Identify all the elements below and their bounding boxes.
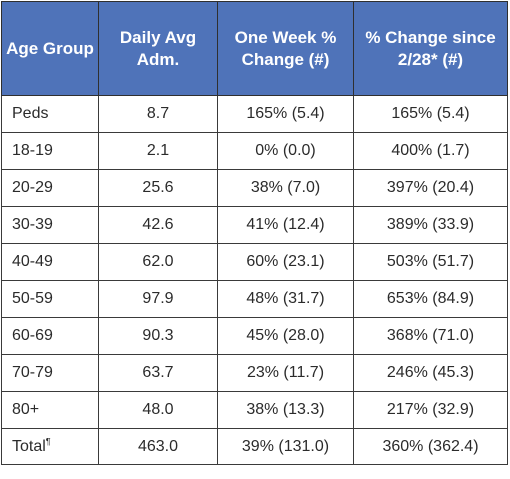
age-group-cell: 40-49 (1, 243, 99, 281)
table-row: 20-29 25.6 38% (7.0) 397% (20.4) (1, 169, 508, 207)
table-row: 60-69 90.3 45% (28.0) 368% (71.0) (1, 317, 508, 355)
since-change-cell: 368% (71.0) (353, 317, 508, 355)
table-row: Peds 8.7 165% (5.4) 165% (5.4) (1, 95, 508, 133)
total-week-change-cell: 39% (131.0) (217, 428, 354, 465)
week-change-cell: 48% (31.7) (217, 280, 354, 318)
total-label-cell: Total¶ (1, 428, 99, 465)
daily-avg-cell: 97.9 (98, 280, 218, 318)
daily-avg-cell: 8.7 (98, 95, 218, 133)
age-group-cell: 20-29 (1, 169, 99, 207)
table-row: 40-49 62.0 60% (23.1) 503% (51.7) (1, 243, 508, 281)
week-change-cell: 0% (0.0) (217, 132, 354, 170)
header-one-week-change: One Week % Change (#) (217, 1, 354, 96)
age-group-cell: 50-59 (1, 280, 99, 318)
age-group-cell: 60-69 (1, 317, 99, 355)
table-body: Peds 8.7 165% (5.4) 165% (5.4) 18-19 2.1… (1, 95, 508, 465)
since-change-cell: 165% (5.4) (353, 95, 508, 133)
admissions-by-age-table: Age Group Daily Avg Adm. One Week % Chan… (1, 1, 508, 465)
week-change-cell: 41% (12.4) (217, 206, 354, 244)
age-group-cell: 80+ (1, 391, 99, 429)
age-group-cell: 70-79 (1, 354, 99, 392)
header-daily-avg: Daily Avg Adm. (98, 1, 218, 96)
daily-avg-cell: 48.0 (98, 391, 218, 429)
table-row: 80+ 48.0 38% (13.3) 217% (32.9) (1, 391, 508, 429)
age-group-cell: Peds (1, 95, 99, 133)
total-since-change-cell: 360% (362.4) (353, 428, 508, 465)
daily-avg-cell: 42.6 (98, 206, 218, 244)
week-change-cell: 38% (7.0) (217, 169, 354, 207)
since-change-cell: 397% (20.4) (353, 169, 508, 207)
table-row: 70-79 63.7 23% (11.7) 246% (45.3) (1, 354, 508, 392)
week-change-cell: 38% (13.3) (217, 391, 354, 429)
total-label: Total (12, 437, 46, 455)
since-change-cell: 400% (1.7) (353, 132, 508, 170)
total-row: Total¶ 463.0 39% (131.0) 360% (362.4) (1, 428, 508, 465)
since-change-cell: 389% (33.9) (353, 206, 508, 244)
week-change-cell: 23% (11.7) (217, 354, 354, 392)
total-footnote-mark: ¶ (45, 436, 51, 447)
since-change-cell: 246% (45.3) (353, 354, 508, 392)
daily-avg-cell: 90.3 (98, 317, 218, 355)
week-change-cell: 60% (23.1) (217, 243, 354, 281)
table-row: 50-59 97.9 48% (31.7) 653% (84.9) (1, 280, 508, 318)
header-change-since: % Change since 2/28* (#) (353, 1, 508, 96)
daily-avg-cell: 62.0 (98, 243, 218, 281)
header-age-group: Age Group (1, 1, 99, 96)
daily-avg-cell: 25.6 (98, 169, 218, 207)
table-row: 30-39 42.6 41% (12.4) 389% (33.9) (1, 206, 508, 244)
daily-avg-cell: 2.1 (98, 132, 218, 170)
since-change-cell: 503% (51.7) (353, 243, 508, 281)
age-group-cell: 30-39 (1, 206, 99, 244)
since-change-cell: 217% (32.9) (353, 391, 508, 429)
since-change-cell: 653% (84.9) (353, 280, 508, 318)
daily-avg-cell: 63.7 (98, 354, 218, 392)
header-row: Age Group Daily Avg Adm. One Week % Chan… (1, 1, 508, 96)
week-change-cell: 45% (28.0) (217, 317, 354, 355)
age-group-cell: 18-19 (1, 132, 99, 170)
total-daily-avg-cell: 463.0 (98, 428, 218, 465)
table-row: 18-19 2.1 0% (0.0) 400% (1.7) (1, 132, 508, 170)
week-change-cell: 165% (5.4) (217, 95, 354, 133)
